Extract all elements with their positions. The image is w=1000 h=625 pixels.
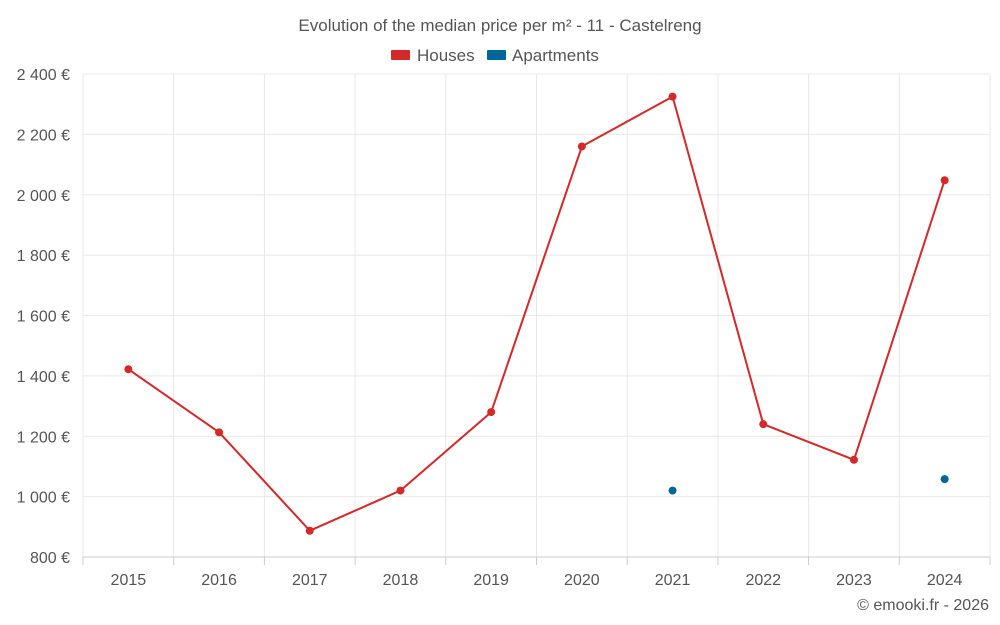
chart-title: Evolution of the median price per m² - 1… (298, 16, 701, 35)
x-tick-label-2023: 2023 (836, 572, 872, 589)
legend-label-houses: Houses (417, 46, 475, 65)
x-tick-label-2018: 2018 (383, 572, 419, 589)
data-point-houses-2016[interactable] (215, 428, 224, 437)
x-tick-label-2016: 2016 (201, 572, 237, 589)
data-point-houses-2020[interactable] (577, 142, 586, 151)
data-point-houses-2023[interactable] (849, 455, 858, 464)
y-tick-label: 800 € (30, 550, 70, 567)
y-tick-label: 1 600 € (17, 309, 70, 326)
plot-area (124, 92, 949, 535)
data-point-houses-2018[interactable] (396, 486, 405, 495)
x-tick-label-2015: 2015 (111, 572, 147, 589)
y-tick-label: 1 200 € (17, 429, 70, 446)
x-tick-label-2019: 2019 (473, 572, 509, 589)
legend-label-apartments: Apartments (512, 46, 599, 65)
y-tick-label: 2 200 € (17, 127, 70, 144)
x-tick-label-2022: 2022 (745, 572, 781, 589)
x-tick-label-2017: 2017 (292, 572, 328, 589)
data-point-houses-2021[interactable] (668, 92, 677, 101)
x-axis: 2015 2016 2017 2018 2019 2020 2021 2022 2023 2024 (82, 556, 991, 589)
y-axis: 800 € 1 000 € 1 200 € 1 400 € 1 600 € 1 800 €… (17, 67, 70, 567)
data-point-apartments-2021[interactable] (668, 486, 677, 495)
legend: Houses Apartments (391, 46, 599, 65)
legend-swatch-apartments (487, 50, 506, 60)
data-point-houses-2024[interactable] (940, 176, 949, 185)
credit-text: © emooki.fr - 2026 (857, 597, 989, 614)
data-point-houses-2022[interactable] (759, 420, 768, 429)
series-line-houses (127, 95, 946, 532)
x-tick-label-2020: 2020 (564, 572, 600, 589)
x-tick-label-2024: 2024 (927, 572, 963, 589)
data-point-apartments-2024[interactable] (940, 475, 949, 484)
legend-item-houses[interactable]: Houses (391, 46, 475, 65)
data-point-houses-2017[interactable] (305, 526, 314, 535)
legend-swatch-houses (391, 50, 410, 60)
y-tick-label: 1 800 € (17, 248, 70, 265)
y-tick-label: 2 400 € (17, 67, 70, 84)
y-tick-label: 1 400 € (17, 369, 70, 386)
grid (82, 73, 991, 557)
y-tick-label: 2 000 € (17, 188, 70, 205)
x-tick-label-2021: 2021 (655, 572, 691, 589)
legend-item-apartments[interactable]: Apartments (487, 46, 599, 65)
data-point-houses-2015[interactable] (124, 365, 133, 374)
data-point-houses-2019[interactable] (487, 408, 496, 417)
y-tick-label: 1 000 € (17, 490, 70, 507)
